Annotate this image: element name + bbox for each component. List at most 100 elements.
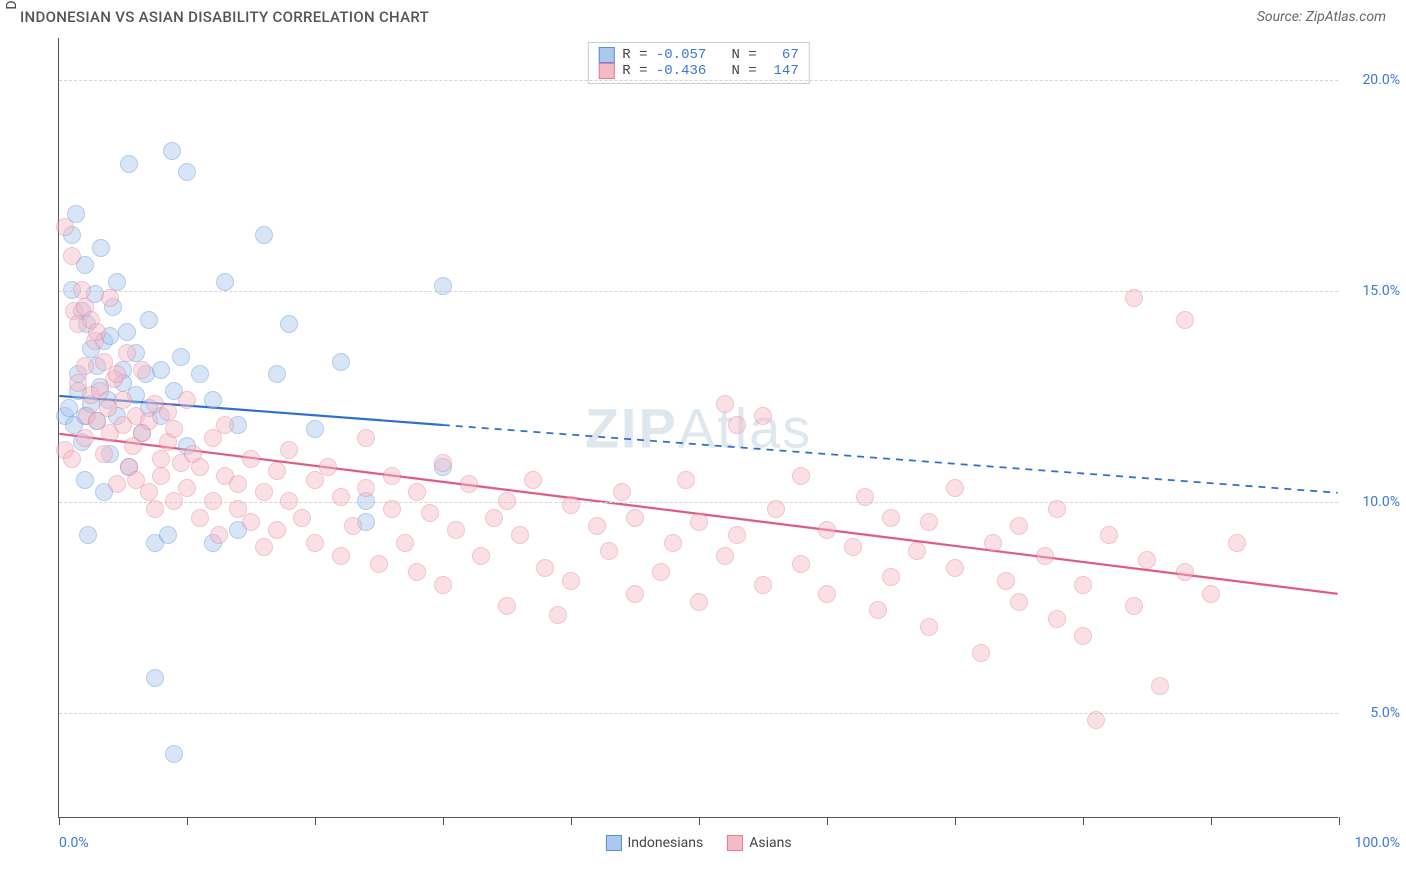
scatter-point — [191, 509, 209, 527]
scatter-point — [1138, 551, 1156, 569]
scatter-point — [690, 593, 708, 611]
scatter-point — [63, 247, 81, 265]
x-tick — [315, 817, 316, 825]
scatter-point — [946, 559, 964, 577]
scatter-point — [792, 467, 810, 485]
legend-item: Indonesians — [605, 835, 703, 851]
scatter-point — [472, 547, 490, 565]
scatter-point — [91, 382, 109, 400]
scatter-point — [946, 479, 964, 497]
scatter-point — [549, 606, 567, 624]
scatter-point — [332, 488, 350, 506]
scatter-point — [626, 585, 644, 603]
legend-swatch — [727, 835, 743, 851]
scatter-point — [73, 281, 91, 299]
scatter-point — [118, 344, 136, 362]
legend-item: Asians — [727, 835, 791, 851]
scatter-point — [165, 420, 183, 438]
scatter-point — [178, 479, 196, 497]
scatter-point — [268, 365, 286, 383]
scatter-point — [997, 572, 1015, 590]
x-axis-min-label: 0.0% — [59, 835, 89, 851]
legend-label: Asians — [749, 835, 791, 851]
scatter-point — [447, 521, 465, 539]
scatter-point — [152, 361, 170, 379]
scatter-point — [677, 471, 695, 489]
scatter-point — [108, 475, 126, 493]
scatter-point — [664, 534, 682, 552]
scatter-point — [383, 500, 401, 518]
scatter-point — [600, 542, 618, 560]
legend-row: R = -0.057 N = 67 — [598, 47, 798, 63]
x-tick — [1083, 817, 1084, 825]
scatter-point — [152, 450, 170, 468]
scatter-point — [1125, 289, 1143, 307]
scatter-point — [88, 323, 106, 341]
scatter-point — [133, 361, 151, 379]
scatter-point — [882, 568, 900, 586]
scatter-point — [460, 475, 478, 493]
scatter-point — [344, 517, 362, 535]
scatter-point — [920, 513, 938, 531]
scatter-point — [652, 563, 670, 581]
scatter-point — [434, 576, 452, 594]
scatter-point — [120, 155, 138, 173]
scatter-point — [972, 644, 990, 662]
scatter-point — [1048, 610, 1066, 628]
legend-text: R = -0.436 N = 147 — [622, 63, 798, 79]
y-tick-label: 10.0% — [1362, 494, 1400, 510]
scatter-point — [140, 412, 158, 430]
scatter-point — [191, 365, 209, 383]
scatter-point — [1125, 597, 1143, 615]
scatter-point — [76, 471, 94, 489]
scatter-point — [306, 534, 324, 552]
scatter-point — [383, 467, 401, 485]
grid-line — [59, 80, 1338, 81]
scatter-point — [882, 509, 900, 527]
scatter-point — [76, 357, 94, 375]
scatter-point — [268, 521, 286, 539]
scatter-point — [114, 391, 132, 409]
legend-text: R = -0.057 N = 67 — [622, 47, 798, 63]
plot-region: ZIPAtlas R = -0.057 N = 67R = -0.436 N =… — [58, 38, 1338, 818]
scatter-point — [108, 365, 126, 383]
grid-line — [59, 713, 1338, 714]
scatter-point — [159, 403, 177, 421]
scatter-point — [140, 483, 158, 501]
scatter-point — [767, 500, 785, 518]
scatter-point — [434, 454, 452, 472]
scatter-point — [357, 429, 375, 447]
scatter-point — [152, 467, 170, 485]
scatter-point — [434, 277, 452, 295]
scatter-point — [92, 239, 110, 257]
scatter-point — [984, 534, 1002, 552]
scatter-point — [524, 471, 542, 489]
scatter-point — [613, 483, 631, 501]
scatter-point — [690, 513, 708, 531]
x-tick — [1339, 817, 1340, 825]
legend-swatch — [598, 47, 614, 63]
scatter-point — [229, 475, 247, 493]
y-tick-label: 15.0% — [1362, 283, 1400, 299]
scatter-point — [146, 669, 164, 687]
scatter-point — [332, 353, 350, 371]
scatter-point — [163, 142, 181, 160]
grid-line — [59, 291, 1338, 292]
scatter-point — [869, 601, 887, 619]
x-axis-max-label: 100.0% — [1355, 835, 1400, 851]
series-legend: Indonesians Asians — [605, 835, 791, 851]
y-axis-label: Disability — [4, 0, 20, 10]
scatter-point — [178, 163, 196, 181]
legend-row: R = -0.436 N = 147 — [598, 63, 798, 79]
scatter-point — [1151, 677, 1169, 695]
scatter-point — [306, 420, 324, 438]
scatter-point — [280, 441, 298, 459]
scatter-point — [511, 526, 529, 544]
scatter-point — [562, 572, 580, 590]
scatter-point — [856, 488, 874, 506]
x-tick — [59, 817, 60, 825]
scatter-point — [728, 526, 746, 544]
scatter-point — [204, 391, 222, 409]
scatter-point — [146, 500, 164, 518]
scatter-point — [716, 395, 734, 413]
